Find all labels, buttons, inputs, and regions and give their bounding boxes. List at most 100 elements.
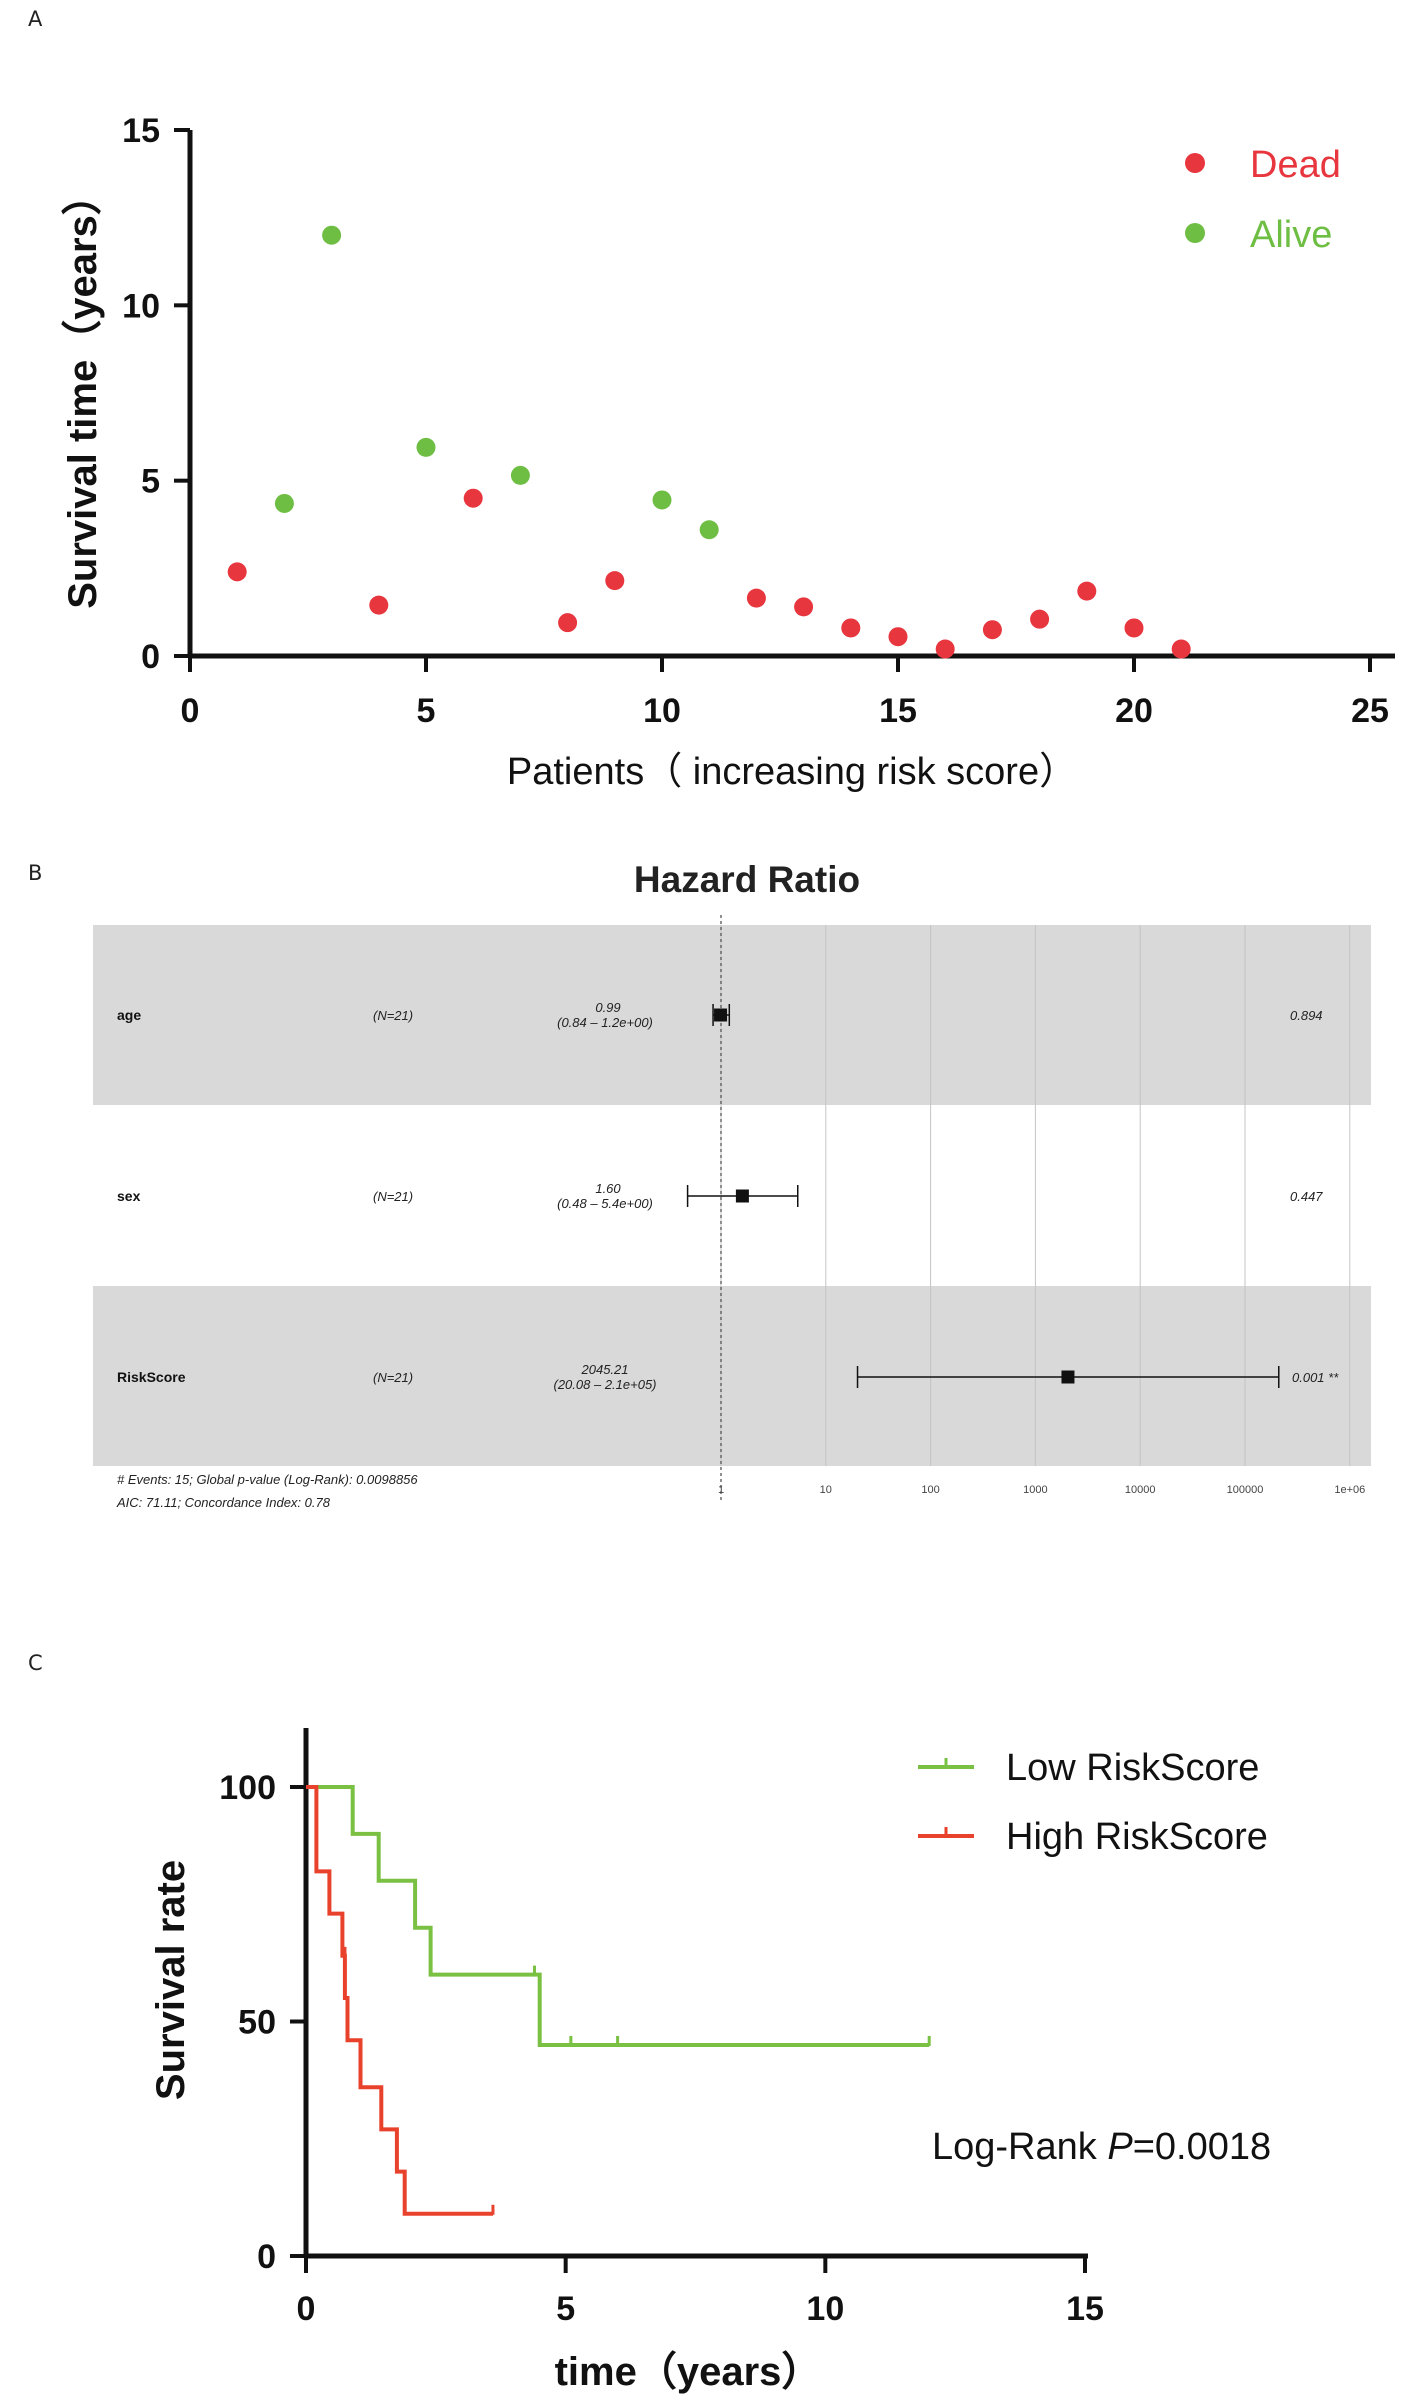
a-point-dead bbox=[982, 620, 1002, 640]
b-row: age (N=21) 0.99 (0.84 – 1.2e+00) 0.894 bbox=[117, 1000, 1323, 1030]
panel-a-letter: A bbox=[28, 7, 43, 31]
c-ticks: 0 5 10 15 0 50 100 bbox=[219, 1769, 1104, 2328]
b-row-band-age bbox=[93, 925, 1371, 1105]
b-n: (N=21) bbox=[373, 1189, 413, 1204]
a-point-dead bbox=[227, 562, 247, 582]
c-y-tick-label: 0 bbox=[257, 2238, 276, 2276]
b-variable: age bbox=[117, 1007, 141, 1023]
b-axis-ticks: 1 10 100 1000 10000 100000 1e+06 bbox=[718, 1484, 1365, 1496]
c-legend-low-label: Low RiskScore bbox=[1006, 1747, 1259, 1789]
a-point-dead bbox=[1124, 618, 1144, 638]
b-row: RiskScore (N=21) 2045.21 (20.08 – 2.1e+0… bbox=[117, 1362, 1339, 1392]
c-legend-high-marker bbox=[918, 1827, 974, 1838]
a-point-dead bbox=[794, 597, 814, 617]
b-hr-point bbox=[735, 1189, 749, 1203]
c-x-label: time（years） bbox=[555, 2350, 822, 2394]
c-logrank-p: P bbox=[1107, 2126, 1133, 2168]
a-x-label: Patients（ increasing risk score） bbox=[507, 751, 1077, 793]
c-curves bbox=[306, 1785, 931, 2216]
a-point-alive bbox=[416, 437, 436, 457]
b-axis-tick-label: 1e+06 bbox=[1334, 1484, 1365, 1496]
b-row-band-riskscore bbox=[93, 1286, 1371, 1466]
a-legend-alive-marker bbox=[1185, 223, 1205, 243]
a-x-tick-label: 15 bbox=[879, 692, 917, 730]
b-axis-tick-label: 1 bbox=[718, 1484, 724, 1496]
a-point-dead bbox=[1077, 581, 1097, 601]
b-axis-tick-label: 100 bbox=[921, 1484, 939, 1496]
b-hr-point bbox=[714, 1008, 728, 1022]
b-axis-tick-label: 1000 bbox=[1023, 1484, 1047, 1496]
b-ci: (0.48 – 5.4e+00) bbox=[557, 1196, 653, 1211]
a-point-alive bbox=[652, 490, 672, 510]
c-x-tick-label: 15 bbox=[1066, 2290, 1104, 2328]
a-point-alive bbox=[510, 465, 530, 485]
a-point-dead bbox=[1171, 639, 1191, 659]
a-point-dead bbox=[369, 595, 389, 615]
a-point-dead bbox=[841, 618, 861, 638]
b-hr: 1.60 bbox=[595, 1181, 621, 1196]
a-x-tick-label: 25 bbox=[1351, 692, 1389, 730]
b-ci: (0.84 – 1.2e+00) bbox=[557, 1015, 653, 1030]
c-legend-low-marker bbox=[918, 1758, 974, 1769]
b-footer-line2: AIC: 71.11; Concordance Index: 0.78 bbox=[116, 1495, 331, 1510]
c-legend: Low RiskScore High RiskScore bbox=[918, 1747, 1268, 1858]
a-point-dead bbox=[935, 639, 955, 659]
a-point-dead bbox=[463, 488, 483, 508]
b-n: (N=21) bbox=[373, 1008, 413, 1023]
panel-c: C 0 5 10 15 0 50 100 Survival rate time（years）… bbox=[28, 1651, 1271, 2394]
b-hr: 0.99 bbox=[595, 1000, 620, 1015]
a-y-label: Survival time（years） bbox=[61, 175, 105, 609]
b-p: 0.894 bbox=[1290, 1008, 1323, 1023]
c-y-tick-label: 50 bbox=[238, 2004, 276, 2042]
b-title: Hazard Ratio bbox=[634, 859, 860, 900]
b-rows: age (N=21) 0.99 (0.84 – 1.2e+00) 0.894 s… bbox=[117, 1000, 1339, 1392]
b-axis-tick-label: 10000 bbox=[1125, 1484, 1156, 1496]
a-y-tick-label: 10 bbox=[122, 287, 160, 325]
a-x-tick-label: 10 bbox=[643, 692, 681, 730]
b-axis-tick-label: 10 bbox=[820, 1484, 832, 1496]
b-n: (N=21) bbox=[373, 1370, 413, 1385]
a-point-alive bbox=[699, 520, 719, 540]
b-p: 0.447 bbox=[1290, 1189, 1323, 1204]
a-x-tick-label: 5 bbox=[417, 692, 436, 730]
a-legend: Dead Alive bbox=[1185, 144, 1341, 256]
b-p: 0.001 ** bbox=[1292, 1370, 1339, 1385]
a-points bbox=[227, 225, 1191, 659]
c-curve-low-risk bbox=[306, 1785, 930, 2047]
b-axis-tick-label: 100000 bbox=[1227, 1484, 1264, 1496]
a-y-tick-label: 15 bbox=[122, 112, 160, 150]
a-legend-dead-marker bbox=[1185, 153, 1205, 173]
c-logrank-annotation: Log-Rank P=0.0018 bbox=[932, 2126, 1271, 2168]
a-point-dead bbox=[888, 627, 908, 647]
b-hr: 2045.21 bbox=[581, 1362, 629, 1377]
a-y-tick-label: 0 bbox=[141, 638, 160, 676]
a-point-dead bbox=[605, 571, 625, 591]
c-x-tick-label: 0 bbox=[297, 2290, 316, 2328]
b-footer-line1: # Events: 15; Global p-value (Log-Rank):… bbox=[117, 1472, 418, 1487]
c-y-tick-label: 100 bbox=[219, 1769, 276, 1807]
c-y-label: Survival rate bbox=[149, 1860, 193, 2100]
a-point-dead bbox=[746, 588, 766, 608]
panel-b: B Hazard Ratio age (N=21) 0.99 (0.84 – 1… bbox=[28, 859, 1371, 1510]
c-curve-high-risk bbox=[306, 1785, 493, 2216]
a-point-alive bbox=[322, 225, 342, 245]
b-ci: (20.08 – 2.1e+05) bbox=[554, 1377, 657, 1392]
c-logrank-prefix: Log-Rank bbox=[932, 2126, 1107, 2168]
c-logrank-value: =0.0018 bbox=[1133, 2126, 1271, 2168]
c-x-tick-label: 5 bbox=[556, 2290, 575, 2328]
b-variable: RiskScore bbox=[117, 1369, 186, 1385]
b-variable: sex bbox=[117, 1188, 141, 1204]
c-x-tick-label: 10 bbox=[806, 2290, 844, 2328]
c-legend-high-label: High RiskScore bbox=[1006, 1816, 1268, 1858]
b-marks bbox=[686, 1004, 1280, 1388]
a-point-dead bbox=[1030, 609, 1050, 629]
a-point-alive bbox=[274, 493, 294, 513]
a-x-tick-label: 0 bbox=[181, 692, 200, 730]
panel-b-letter: B bbox=[28, 861, 42, 885]
a-y-tick-label: 5 bbox=[141, 463, 160, 501]
panel-c-letter: C bbox=[28, 1651, 43, 1675]
a-x-tick-label: 20 bbox=[1115, 692, 1153, 730]
b-row: sex (N=21) 1.60 (0.48 – 5.4e+00) 0.447 bbox=[117, 1181, 1323, 1211]
